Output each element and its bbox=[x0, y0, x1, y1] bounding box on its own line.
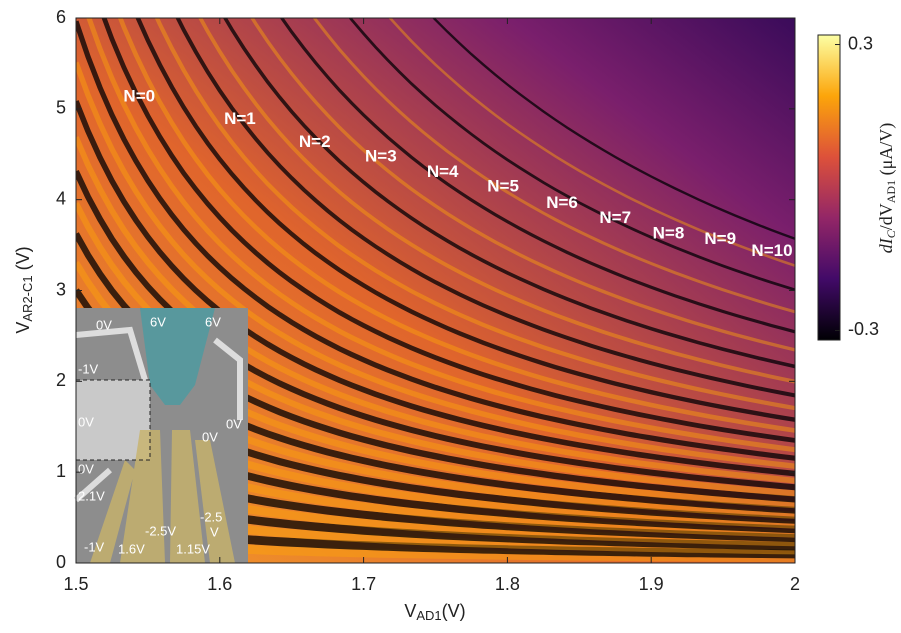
x-tick-label: 1.8 bbox=[495, 574, 520, 594]
inset-label: -1V bbox=[84, 539, 105, 554]
inset-gate bbox=[140, 308, 215, 405]
colorbar bbox=[817, 34, 841, 341]
inset-label: -1V bbox=[78, 361, 99, 376]
cb-label-sub: AD1 bbox=[884, 180, 898, 203]
colorbar-tick-label: -0.3 bbox=[848, 319, 879, 339]
annotation: N=0 bbox=[123, 87, 155, 106]
heatmap-stripe bbox=[76, 61, 795, 469]
heatmap-stripe bbox=[250, 18, 795, 352]
x-tick-label: 1.6 bbox=[207, 574, 232, 594]
heatmap-stripe bbox=[222, 18, 795, 369]
heatmap-stripe bbox=[76, 20, 795, 461]
y-tick-label: 4 bbox=[56, 188, 66, 208]
heatmap-stripe bbox=[388, 18, 795, 267]
inset-label: -2.5V bbox=[145, 523, 176, 538]
inset-label: 1.15V bbox=[176, 541, 210, 556]
heatmap-stripe bbox=[175, 18, 795, 398]
annotation: N=7 bbox=[599, 208, 631, 227]
inset-label: 6V bbox=[150, 314, 166, 329]
colorbar-label: dIC/dVAD1 (μA/V) bbox=[876, 123, 898, 254]
inset-gate bbox=[74, 326, 243, 503]
y-tick-label: 5 bbox=[56, 98, 66, 118]
y-axis-label: VAR2-C1 (V) bbox=[13, 246, 36, 333]
inset-label: -2.5 bbox=[200, 509, 222, 524]
y-tick-label: 2 bbox=[56, 370, 66, 390]
heatmap-stripe bbox=[76, 100, 795, 477]
y-tick-label: 1 bbox=[56, 461, 66, 481]
heatmap-stripe bbox=[198, 18, 795, 384]
heatmap-stripe bbox=[348, 18, 795, 292]
inset-label: 0V bbox=[96, 317, 112, 332]
heatmap-stripe bbox=[279, 18, 795, 334]
x-tick-label: 1.5 bbox=[63, 574, 88, 594]
annotation: N=4 bbox=[427, 162, 459, 181]
inset-label: V bbox=[210, 524, 219, 539]
inset-label: 0V bbox=[78, 461, 94, 476]
inset-label: 0V bbox=[226, 416, 242, 431]
heatmap-stripe bbox=[312, 18, 795, 314]
annotation: N=9 bbox=[704, 229, 736, 248]
annotation: N=10 bbox=[751, 241, 792, 260]
annotation: N=5 bbox=[487, 176, 519, 195]
cb-label-main: dI bbox=[876, 237, 896, 253]
heatmap-stripe bbox=[135, 18, 795, 422]
cb-label-mid: /dV bbox=[876, 203, 896, 230]
x-tick-label: 1.7 bbox=[351, 574, 376, 594]
heatmap-stripe bbox=[117, 18, 795, 433]
y-label-main: V bbox=[13, 322, 33, 334]
annotation: N=3 bbox=[365, 146, 397, 165]
heatmap-stripe bbox=[101, 18, 795, 443]
inset-label: 2.1V bbox=[78, 488, 105, 503]
cb-label-unit: (μA/V) bbox=[876, 123, 897, 180]
x-axis-label: VAD1(V) bbox=[404, 601, 465, 624]
x-label-unit: (V) bbox=[442, 601, 466, 621]
inset-gate bbox=[76, 380, 150, 460]
y-tick-label: 0 bbox=[56, 552, 66, 572]
inset-image: 0V 6V 6V -1V 0V 0V 0V 0V 2.1V -2.5V -2.5… bbox=[74, 308, 248, 563]
inset-label: 6V bbox=[205, 314, 221, 329]
annotation: N=2 bbox=[299, 132, 331, 151]
y-label-sub: AR2-C1 bbox=[20, 275, 35, 321]
cb-label-sub: C bbox=[884, 229, 898, 238]
annotation: N=8 bbox=[653, 224, 685, 243]
heatmap-stripe bbox=[86, 18, 795, 453]
x-tick-label: 2 bbox=[790, 574, 800, 594]
inset-gate bbox=[90, 430, 235, 563]
y-tick-label: 3 bbox=[56, 279, 66, 299]
heatmap-stripe bbox=[154, 18, 795, 411]
x-tick-label: 1.9 bbox=[639, 574, 664, 594]
y-label-unit: (V) bbox=[13, 246, 33, 275]
inset-label: 0V bbox=[202, 429, 218, 444]
x-label-sub: AD1 bbox=[416, 608, 441, 623]
x-label-main: V bbox=[404, 601, 416, 621]
heatmap-stripe bbox=[432, 18, 795, 240]
inset-label: 1.6V bbox=[118, 541, 145, 556]
colorbar-tick-label: 0.3 bbox=[848, 33, 873, 53]
inset-label: 0V bbox=[78, 414, 94, 429]
annotation: N=6 bbox=[546, 193, 578, 212]
annotation: N=1 bbox=[224, 109, 256, 128]
y-tick-label: 6 bbox=[56, 7, 66, 27]
